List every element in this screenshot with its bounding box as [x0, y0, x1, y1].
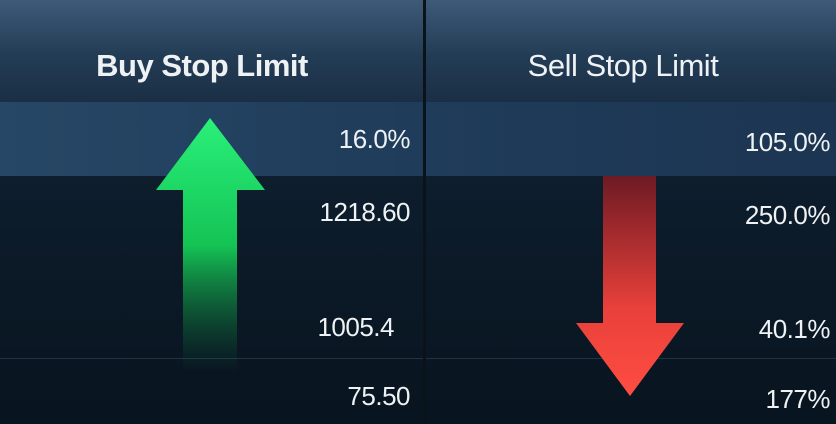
buy-value: 1005.4	[317, 312, 394, 342]
row-divider	[0, 358, 836, 359]
sell-value: 177%	[765, 384, 831, 414]
buy-stop-limit-title: Buy Stop Limit	[96, 48, 308, 83]
buy-value: 75.50	[347, 381, 410, 411]
highlight-row	[0, 102, 836, 176]
sell-value: 40.1%	[758, 314, 831, 344]
arrow-down-icon	[576, 176, 684, 396]
arrow-up-icon	[156, 118, 265, 372]
buy-value: 1218.60	[319, 197, 411, 227]
sell-value: 250.0%	[744, 200, 831, 230]
column-divider	[423, 0, 426, 424]
sell-stop-limit-title: Sell Stop Limit	[527, 48, 719, 83]
buy-value: 16.0%	[338, 124, 411, 154]
sell-value: 105.0%	[744, 127, 831, 157]
header-bar	[0, 0, 836, 102]
